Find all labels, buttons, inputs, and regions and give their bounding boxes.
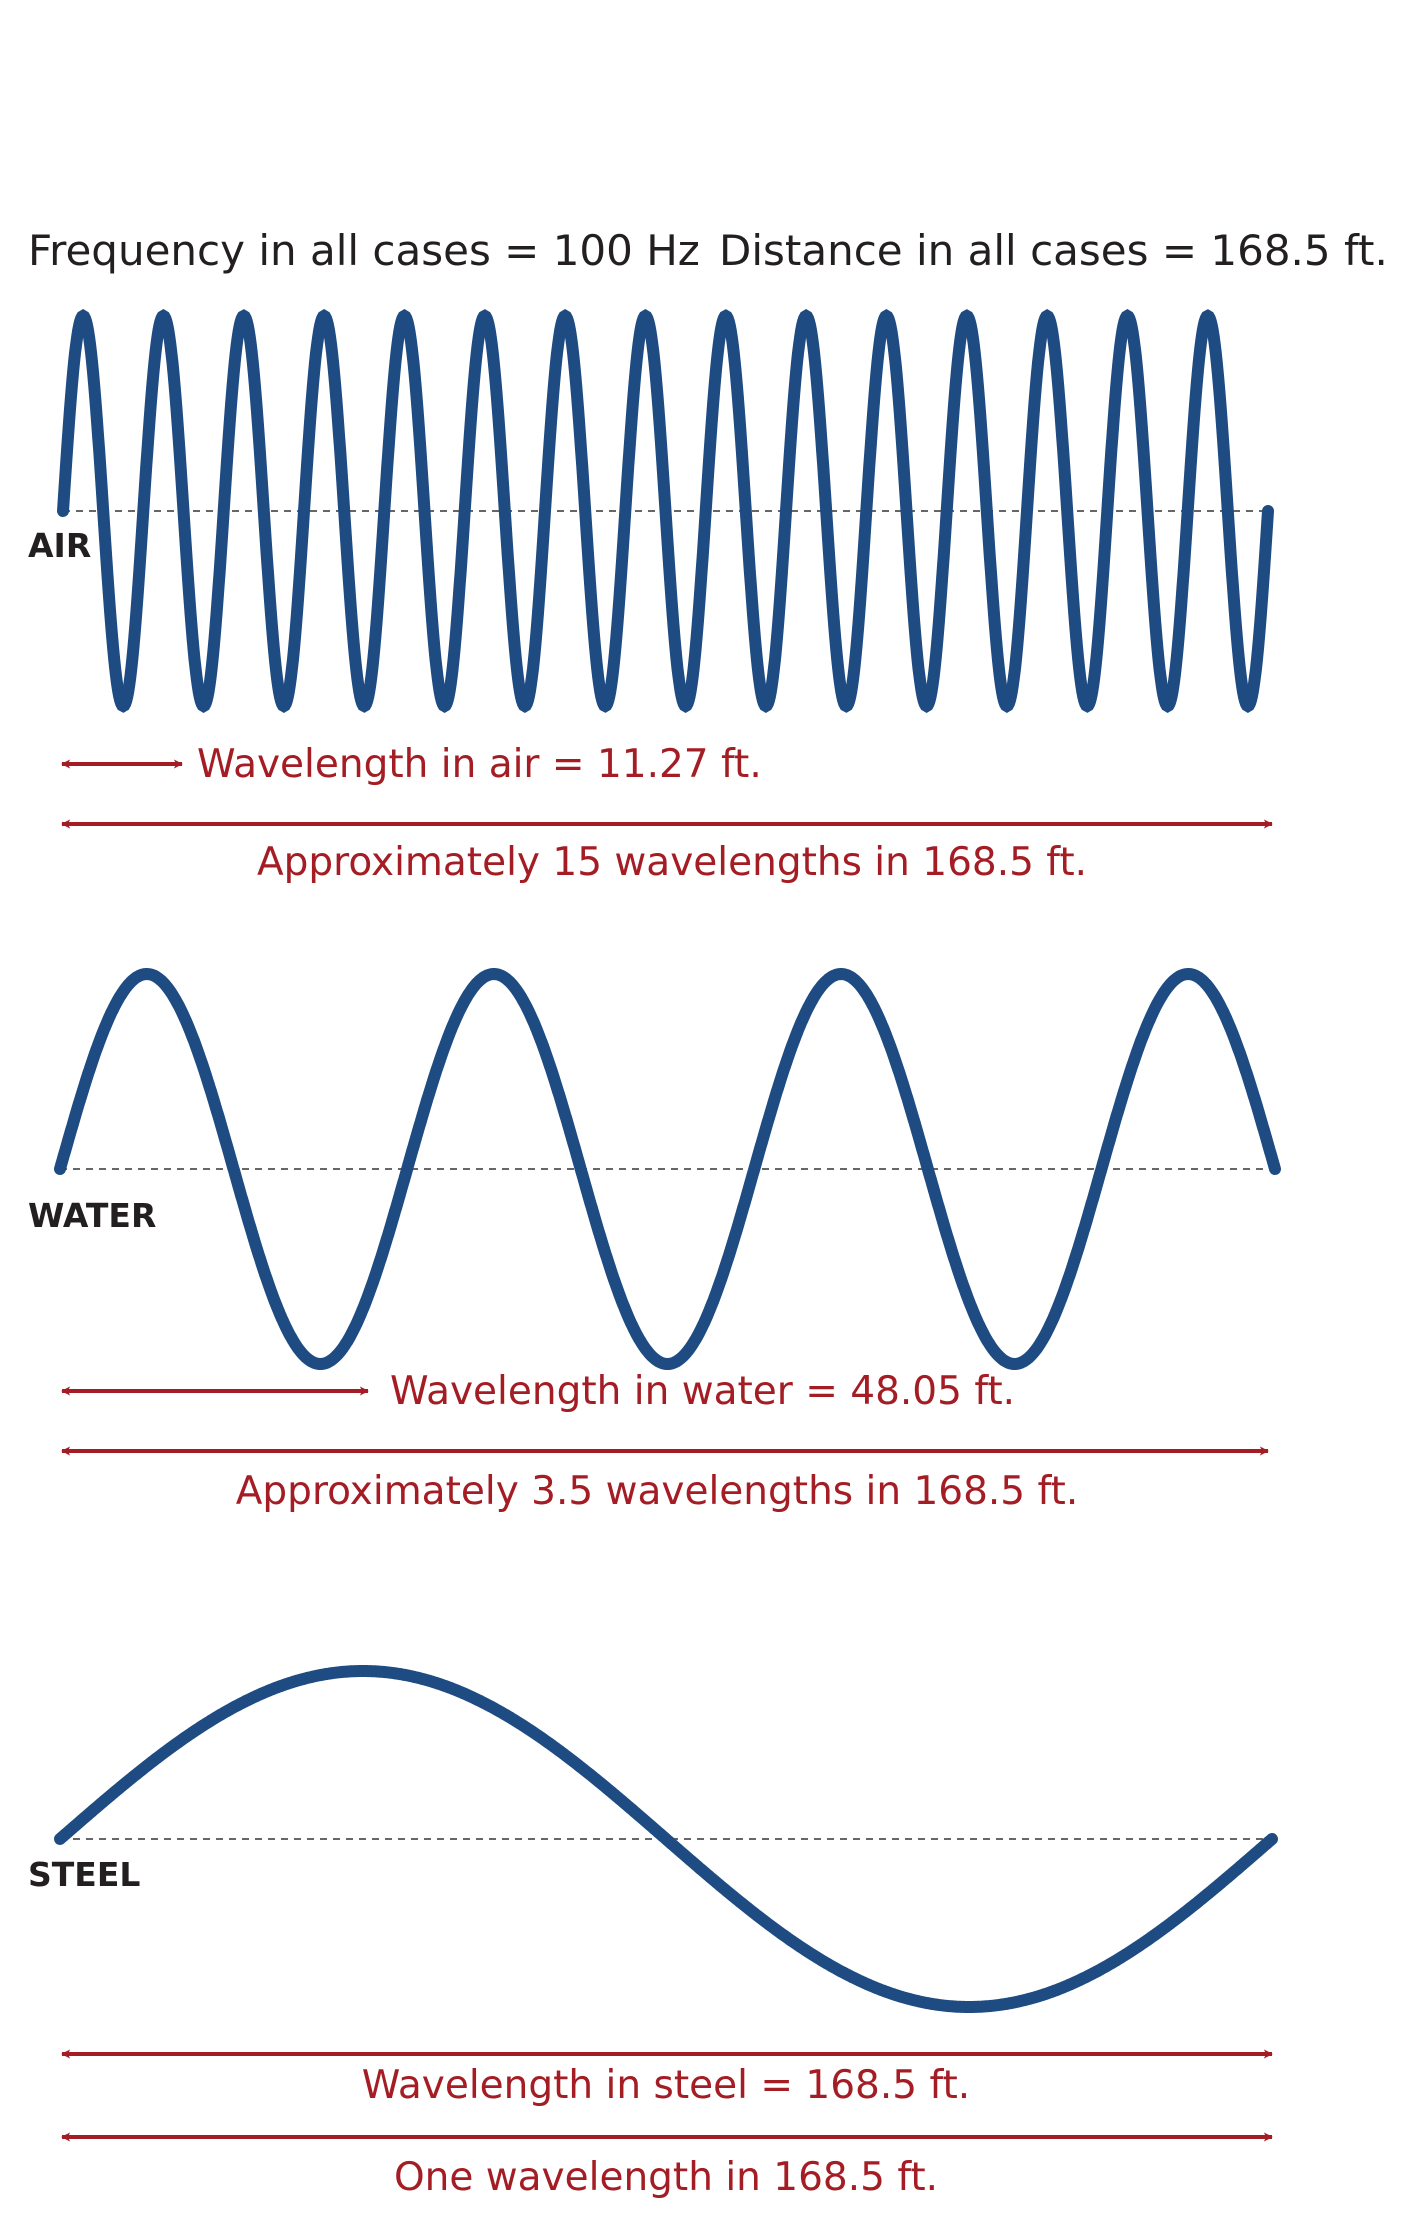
distance-text: Distance in all cases = 168.5 ft. xyxy=(719,226,1388,275)
wave xyxy=(57,309,1274,713)
medium-label: STEEL xyxy=(28,1855,140,1894)
medium-label: AIR xyxy=(28,526,91,565)
wavelength-text: Wavelength in water = 48.05 ft. xyxy=(390,1369,1015,1414)
wave xyxy=(54,1665,1278,2013)
span-text: Approximately 15 wavelengths in 168.5 ft… xyxy=(257,840,1087,885)
wave xyxy=(54,968,1281,1370)
waves xyxy=(54,309,1281,2013)
medium-label: WATER xyxy=(28,1196,156,1235)
wavelength-text: Wavelength in air = 11.27 ft. xyxy=(197,742,762,787)
frequency-text: Frequency in all cases = 100 Hz xyxy=(28,226,700,275)
span-text: Approximately 3.5 wavelengths in 168.5 f… xyxy=(236,1469,1078,1514)
span-text: One wavelength in 168.5 ft. xyxy=(394,2155,938,2200)
wavelength-text: Wavelength in steel = 168.5 ft. xyxy=(362,2063,970,2108)
